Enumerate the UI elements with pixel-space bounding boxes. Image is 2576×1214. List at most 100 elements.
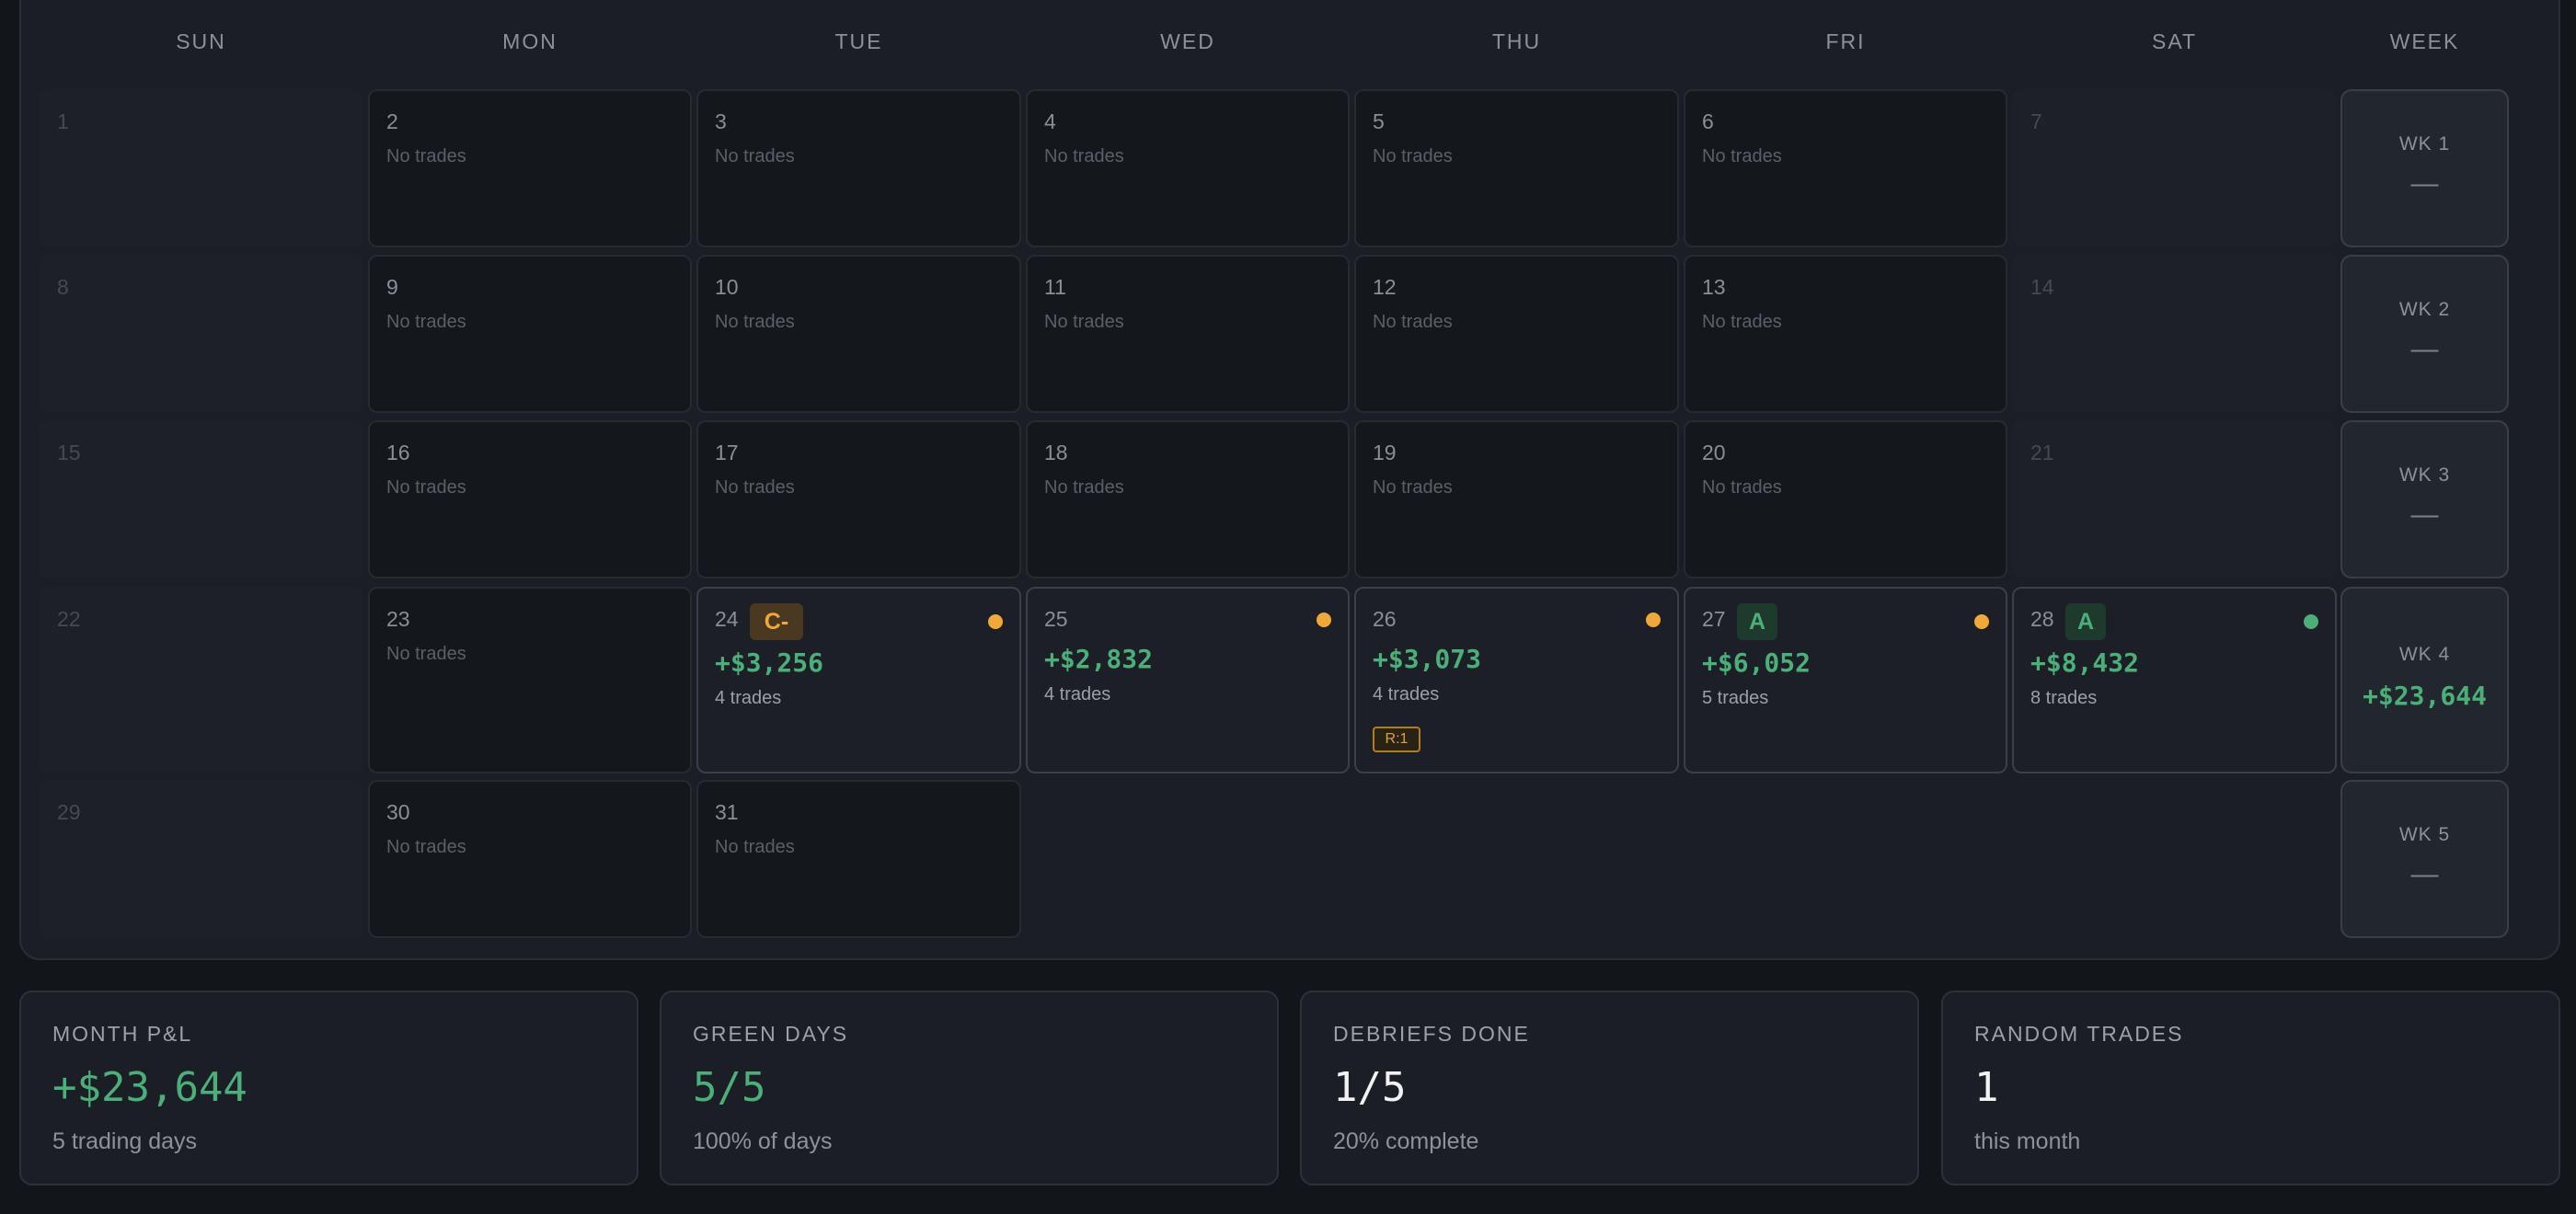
week-pnl: — xyxy=(2410,168,2439,199)
day-number: 21 xyxy=(2030,441,2054,464)
week-label: WK 1 xyxy=(2398,133,2451,155)
no-trades-label: No trades xyxy=(715,146,795,166)
day-cell: 15 xyxy=(39,420,363,578)
stat-card-random-trades: RANDOM TRADES 1 this month xyxy=(1941,991,2560,1185)
day-number: 13 xyxy=(1702,275,1726,299)
status-dot xyxy=(1317,613,1331,627)
status-dot xyxy=(1646,613,1661,627)
day-cell[interactable]: 20 No trades xyxy=(1684,420,2007,578)
day-number: 16 xyxy=(386,441,410,464)
stat-label: RANDOM TRADES xyxy=(1974,1022,2184,1046)
stat-value: 1 xyxy=(1974,1064,1999,1111)
day-cell[interactable]: 18 No trades xyxy=(1026,420,1350,578)
week-label: WK 2 xyxy=(2398,299,2451,320)
day-cell[interactable]: 16 No trades xyxy=(368,420,692,578)
day-number: 20 xyxy=(1702,441,1726,464)
status-dot xyxy=(988,614,1003,629)
day-cell[interactable]: 30 No trades xyxy=(368,780,692,938)
day-cell[interactable]: 28 A +$8,432 8 trades xyxy=(2012,587,2337,773)
no-trades-label: No trades xyxy=(1373,477,1453,498)
day-cell[interactable]: 17 No trades xyxy=(696,420,1021,578)
week-pnl: +$23,644 xyxy=(2363,681,2487,711)
day-number: 8 xyxy=(57,275,69,299)
day-cell[interactable]: 3 No trades xyxy=(696,89,1021,247)
day-cell[interactable]: 2 No trades xyxy=(368,89,692,247)
day-number: 12 xyxy=(1373,275,1397,299)
week-label: WK 4 xyxy=(2398,644,2451,665)
day-number: 6 xyxy=(1702,109,1714,133)
status-dot xyxy=(2304,614,2318,629)
day-cell[interactable]: 9 No trades xyxy=(368,255,692,413)
stat-subtext: 20% complete xyxy=(1333,1128,1479,1154)
day-number: 23 xyxy=(386,607,410,631)
day-cell[interactable]: 23 No trades xyxy=(368,587,692,773)
weekday-header-tue: TUE xyxy=(834,29,883,53)
stat-subtext: this month xyxy=(1974,1128,2081,1154)
day-cell[interactable]: 5 No trades xyxy=(1354,89,1679,247)
week-summary[interactable]: WK 4 +$23,644 xyxy=(2340,587,2509,773)
stat-label: GREEN DAYS xyxy=(693,1022,849,1046)
day-cell: 8 xyxy=(39,255,363,413)
day-cell[interactable]: 31 No trades xyxy=(696,780,1021,938)
stat-subtext: 100% of days xyxy=(693,1128,833,1154)
day-number: 19 xyxy=(1373,441,1397,464)
day-cell[interactable]: 10 No trades xyxy=(696,255,1021,413)
stat-label: DEBRIEFS DONE xyxy=(1333,1022,1530,1046)
stat-card-green-days: GREEN DAYS 5/5 100% of days xyxy=(660,991,1279,1185)
week-summary[interactable]: WK 2 — xyxy=(2340,255,2509,413)
no-trades-label: No trades xyxy=(1044,146,1124,166)
week-label: WK 5 xyxy=(2398,824,2451,845)
day-cell[interactable]: 27 A +$6,052 5 trades xyxy=(1684,587,2007,773)
day-number: 27 xyxy=(1702,607,1726,631)
weekday-header-fri: FRI xyxy=(1825,29,1866,53)
day-pnl: +$3,256 xyxy=(715,647,824,678)
day-number: 17 xyxy=(715,441,739,464)
day-cell[interactable]: 26 +$3,073 4 trades R:1 xyxy=(1354,587,1679,773)
day-cell[interactable]: 11 No trades xyxy=(1026,255,1350,413)
day-pnl: +$6,052 xyxy=(1702,647,1811,678)
day-number: 14 xyxy=(2030,275,2054,299)
day-number: 11 xyxy=(1044,275,1066,299)
no-trades-label: No trades xyxy=(715,477,795,498)
day-pnl: +$3,073 xyxy=(1373,644,1482,674)
no-trades-label: No trades xyxy=(1373,312,1453,332)
r-multiple-tag: R:1 xyxy=(1373,727,1420,752)
weekday-header-thu: THU xyxy=(1491,29,1542,53)
day-pnl: +$8,432 xyxy=(2030,647,2140,678)
week-pnl: — xyxy=(2410,334,2439,364)
day-number: 31 xyxy=(715,800,739,824)
week-summary[interactable]: WK 1 — xyxy=(2340,89,2509,247)
day-cell: 29 xyxy=(39,780,363,938)
week-pnl: — xyxy=(2410,859,2439,889)
day-number: 22 xyxy=(57,607,81,631)
stat-card-month-p-l: MONTH P&L +$23,644 5 trading days xyxy=(19,991,638,1185)
day-number: 25 xyxy=(1044,607,1068,631)
week-summary[interactable]: WK 5 — xyxy=(2340,780,2509,938)
no-trades-label: No trades xyxy=(1373,146,1453,166)
day-cell[interactable]: 4 No trades xyxy=(1026,89,1350,247)
weekday-header-week: WEEK xyxy=(2389,29,2460,53)
weekday-header-sun: SUN xyxy=(176,29,226,53)
day-cell[interactable]: 24 C- +$3,256 4 trades xyxy=(696,587,1021,773)
stat-value: 5/5 xyxy=(693,1064,766,1111)
grade-badge: A xyxy=(2065,603,2106,640)
week-summary[interactable]: WK 3 — xyxy=(2340,420,2509,578)
no-trades-label: No trades xyxy=(386,837,466,857)
day-cell: 7 xyxy=(2012,89,2337,247)
stat-label: MONTH P&L xyxy=(52,1022,193,1046)
trade-count: 4 trades xyxy=(1044,684,1111,704)
no-trades-label: No trades xyxy=(386,312,466,332)
stat-value: +$23,644 xyxy=(52,1064,247,1111)
day-number: 4 xyxy=(1044,109,1056,133)
day-cell[interactable]: 12 No trades xyxy=(1354,255,1679,413)
day-number: 18 xyxy=(1044,441,1068,464)
day-cell[interactable]: 25 +$2,832 4 trades xyxy=(1026,587,1350,773)
day-cell[interactable]: 6 No trades xyxy=(1684,89,2007,247)
trade-count: 4 trades xyxy=(715,688,782,708)
no-trades-label: No trades xyxy=(1702,477,1782,498)
day-number: 30 xyxy=(386,800,410,824)
week-label: WK 3 xyxy=(2398,464,2451,486)
trade-count: 4 trades xyxy=(1373,684,1440,704)
day-cell[interactable]: 13 No trades xyxy=(1684,255,2007,413)
day-cell[interactable]: 19 No trades xyxy=(1354,420,1679,578)
